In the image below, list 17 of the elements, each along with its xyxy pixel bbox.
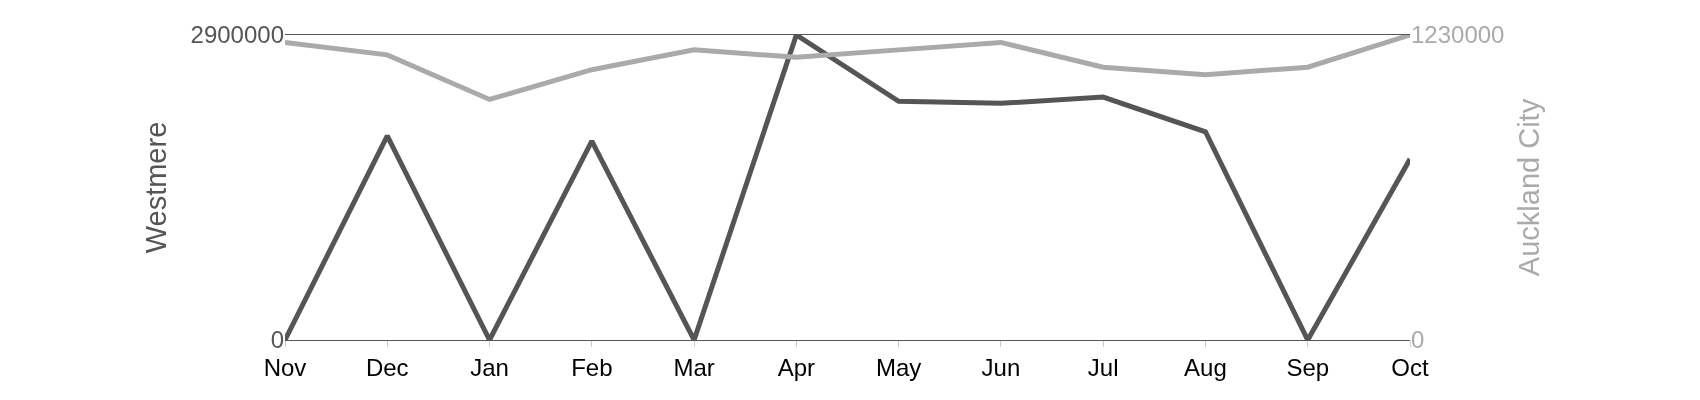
x-tick-label: Oct (1391, 353, 1429, 381)
y2-tick-label: 1230000 (1411, 21, 1505, 49)
x-tick-label: Sep (1286, 353, 1330, 381)
x-tick-label: Apr (777, 353, 816, 381)
x-tick-label: May (875, 353, 922, 381)
x-tick-label: Nov (263, 353, 307, 381)
x-tick-label: Jul (1087, 353, 1119, 381)
x-tick-label: Jan (470, 353, 509, 381)
x-tick-label: Feb (571, 353, 613, 381)
x-tick-label: Mar (673, 353, 715, 381)
y-tick-label: 2900000 (190, 21, 284, 49)
x-tick-label: Jun (981, 353, 1021, 381)
y-axis-title: Westmere (139, 121, 172, 254)
y2-tick-label: 0 (1411, 326, 1425, 354)
x-tick-label: Aug (1184, 353, 1227, 381)
x-tick-label: Dec (365, 353, 409, 381)
y2-axis-title: Auckland City (1513, 98, 1546, 277)
